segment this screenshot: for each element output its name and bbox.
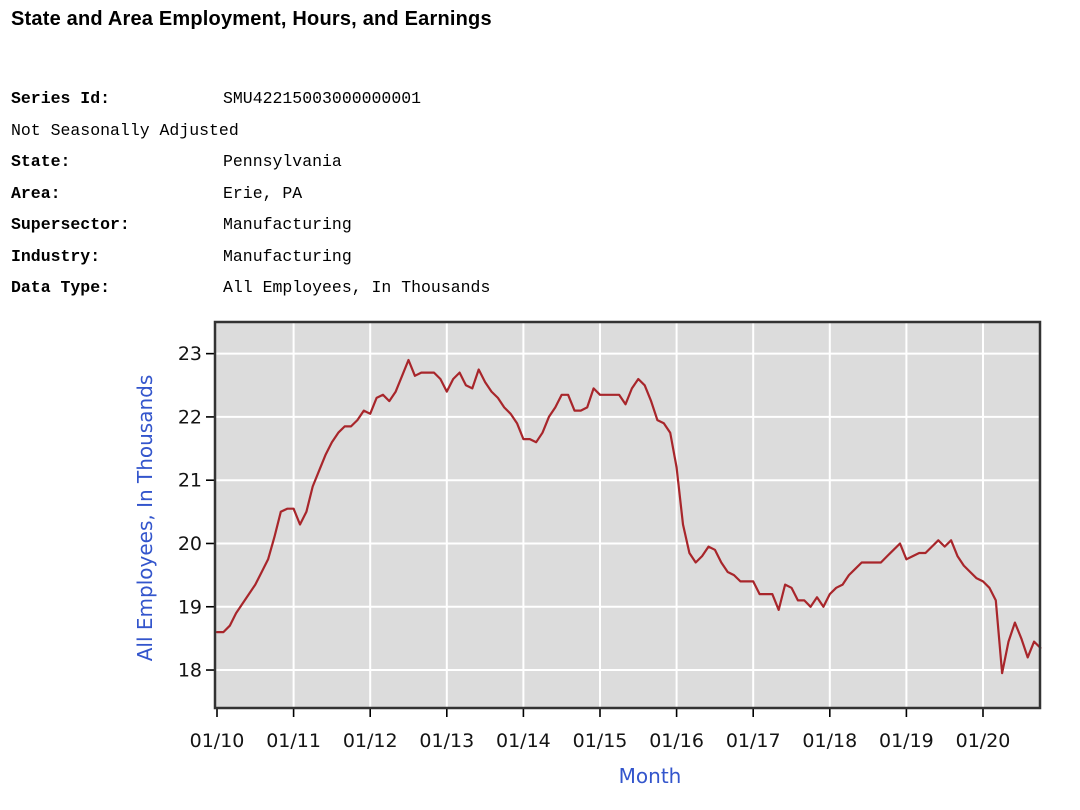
meta-row-series-id: Series Id: SMU42215003000000001	[11, 83, 490, 115]
meta-label: Industry:	[11, 246, 101, 266]
meta-value: Erie, PA	[223, 183, 303, 203]
y-tick-label: 22	[178, 406, 202, 428]
x-tick-label: 01/17	[726, 730, 781, 752]
meta-value: All Employees, In Thousands	[223, 278, 491, 297]
y-tick-label: 21	[178, 470, 202, 492]
x-tick-label: 01/13	[419, 730, 474, 752]
y-tick-labels: 18 19 20 21 22 23	[178, 343, 202, 681]
plot-area	[215, 322, 1040, 708]
x-tick-label: 01/18	[802, 730, 857, 752]
meta-label: Series Id:	[11, 89, 111, 108]
meta-row-industry: Industry: Manufacturing	[11, 241, 490, 273]
employment-chart: 18 19 20 21 22 23 01/10 01/11 01/12 01/13 01/14 01…	[120, 315, 1060, 800]
meta-label: Data Type:	[11, 278, 111, 297]
x-tick-label: 01/10	[190, 730, 245, 752]
page-title: State and Area Employment, Hours, and Ea…	[11, 8, 492, 30]
y-tick-label: 23	[178, 343, 202, 365]
x-tick-label: 01/16	[649, 730, 704, 752]
meta-label: Supersector:	[11, 215, 130, 234]
gridlines	[215, 322, 1040, 708]
y-tick-label: 19	[178, 596, 202, 618]
y-axis-label: All Employees, In Thousands	[133, 375, 157, 662]
plot-frame	[213, 320, 1042, 710]
meta-value: Pennsylvania	[223, 152, 342, 171]
meta-row-seasonal-adjustment: Not Seasonally Adjusted	[11, 120, 239, 140]
x-tick-labels: 01/10 01/11 01/12 01/13 01/14 01/15 01/16 01/17…	[190, 730, 1011, 752]
employment-line	[215, 358, 1042, 675]
meta-row-supersector: Supersector: Manufacturing	[11, 209, 490, 241]
series-metadata: Series Id: SMU42215003000000001 Not Seaso…	[11, 83, 490, 304]
x-tick-label: 01/14	[496, 730, 551, 752]
meta-row-data-type: Data Type: All Employees, In Thousands	[11, 272, 490, 304]
x-tick-label: 01/20	[956, 730, 1011, 752]
y-tick-label: 20	[178, 533, 202, 555]
y-tick-label: 18	[178, 660, 202, 682]
x-tick-label: 01/15	[573, 730, 628, 752]
x-axis-label: Month	[619, 764, 682, 788]
x-tick-label: 01/12	[343, 730, 398, 752]
meta-row-state: State: Pennsylvania	[11, 146, 490, 178]
meta-value: SMU42215003000000001	[223, 89, 422, 108]
meta-value: Manufacturing	[223, 215, 352, 234]
x-tick-label: 01/11	[266, 730, 321, 752]
axis-ticks	[206, 352, 984, 717]
meta-value: Manufacturing	[223, 246, 352, 266]
x-tick-label: 01/19	[879, 730, 934, 752]
meta-label: State:	[11, 152, 71, 171]
meta-label: Area:	[11, 183, 61, 203]
meta-row-area: Area: Erie, PA	[11, 178, 490, 210]
